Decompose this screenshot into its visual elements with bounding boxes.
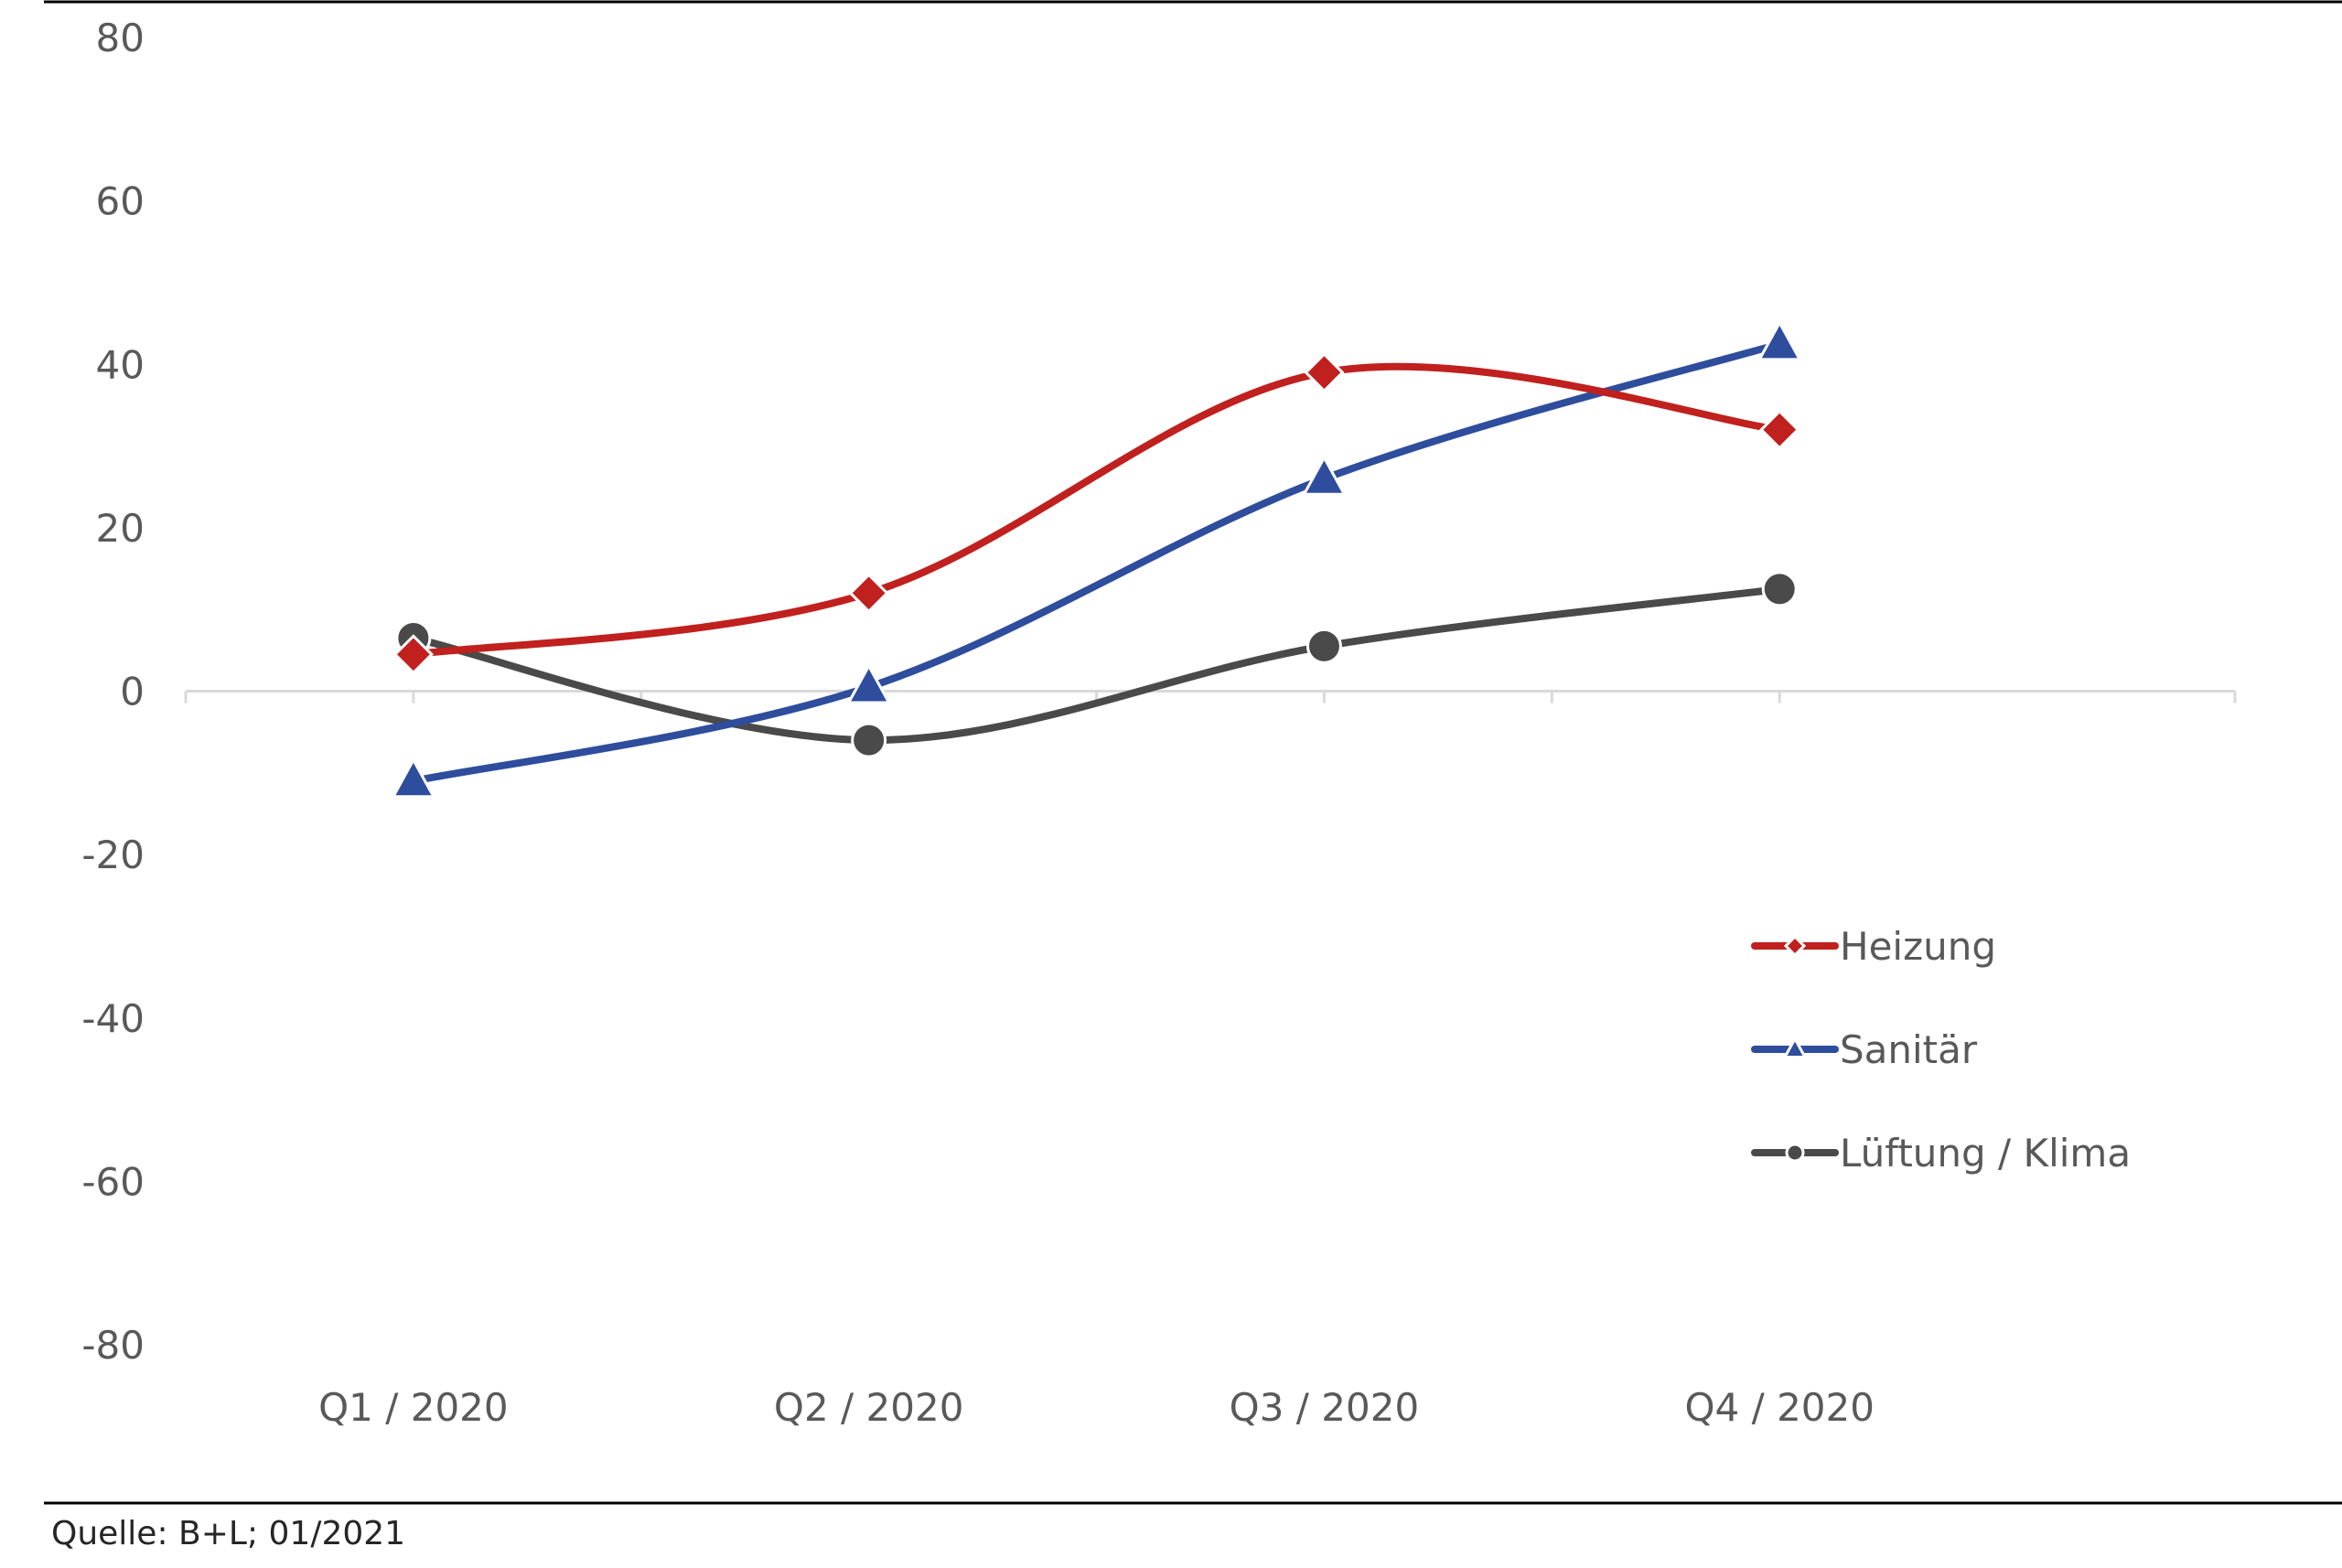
data-point <box>1304 352 1345 393</box>
y-tick-label: 80 <box>96 16 145 60</box>
y-tick-label: -80 <box>81 1323 145 1368</box>
legend-label: Sanitär <box>1840 1027 1978 1072</box>
data-point <box>1756 319 1802 361</box>
data-point <box>1301 455 1347 496</box>
legend-label: Lüftung / Klima <box>1840 1131 2131 1176</box>
series-line-1 <box>409 339 1784 785</box>
data-point <box>391 757 436 799</box>
data-point <box>1305 628 1342 664</box>
y-tick-label: -20 <box>81 832 145 877</box>
x-tick-label: Q4 / 2020 <box>1684 1385 1875 1430</box>
data-point <box>846 662 892 704</box>
x-tick-label: Q3 / 2020 <box>1230 1385 1420 1430</box>
y-tick-label: -40 <box>81 996 145 1041</box>
y-tick-label: 20 <box>96 506 145 551</box>
y-tick-label: 0 <box>120 670 145 714</box>
legend-marker <box>1782 1036 1808 1058</box>
data-point <box>848 573 889 614</box>
legend-marker <box>1783 934 1807 958</box>
series-line-2 <box>409 585 1784 745</box>
data-point <box>392 634 435 675</box>
x-tick-label: Q2 / 2020 <box>774 1385 964 1430</box>
y-tick-label: -60 <box>81 1159 145 1204</box>
series-line-0 <box>409 362 1784 659</box>
data-point <box>1761 571 1798 607</box>
x-axis: Q1 / 2020 Q2 / 2020 Q3 / 2020 Q4 / 2020 <box>184 690 2237 1430</box>
legend-label: Heizung <box>1840 924 1996 969</box>
data-point <box>1759 409 1800 450</box>
legend-marker <box>1785 1143 1805 1163</box>
legend: Heizung Sanitär Lüftung / Klima <box>1751 924 2131 1176</box>
y-tick-label: 40 <box>96 342 145 387</box>
source-note: Quelle: B+L; 01/2021 <box>51 1515 405 1552</box>
x-tick-label: Q1 / 2020 <box>318 1385 509 1430</box>
y-tick-label: 60 <box>96 179 145 224</box>
y-axis-ticks: 80 60 40 20 0 -20 -40 -60 -80 <box>81 16 145 1368</box>
plot-area <box>391 319 1802 799</box>
data-point <box>851 722 887 758</box>
